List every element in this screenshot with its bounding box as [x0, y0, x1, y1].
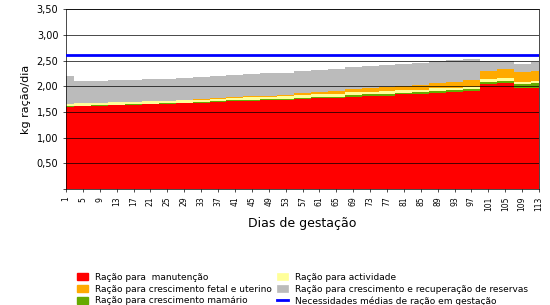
X-axis label: Dias de gestação: Dias de gestação [248, 217, 357, 230]
Legend: Ração para  manutenção, Ração para crescimento fetal e uterino, Ração para cresc: Ração para manutenção, Ração para cresci… [74, 269, 531, 305]
Y-axis label: kg ração/dia: kg ração/dia [21, 64, 31, 134]
